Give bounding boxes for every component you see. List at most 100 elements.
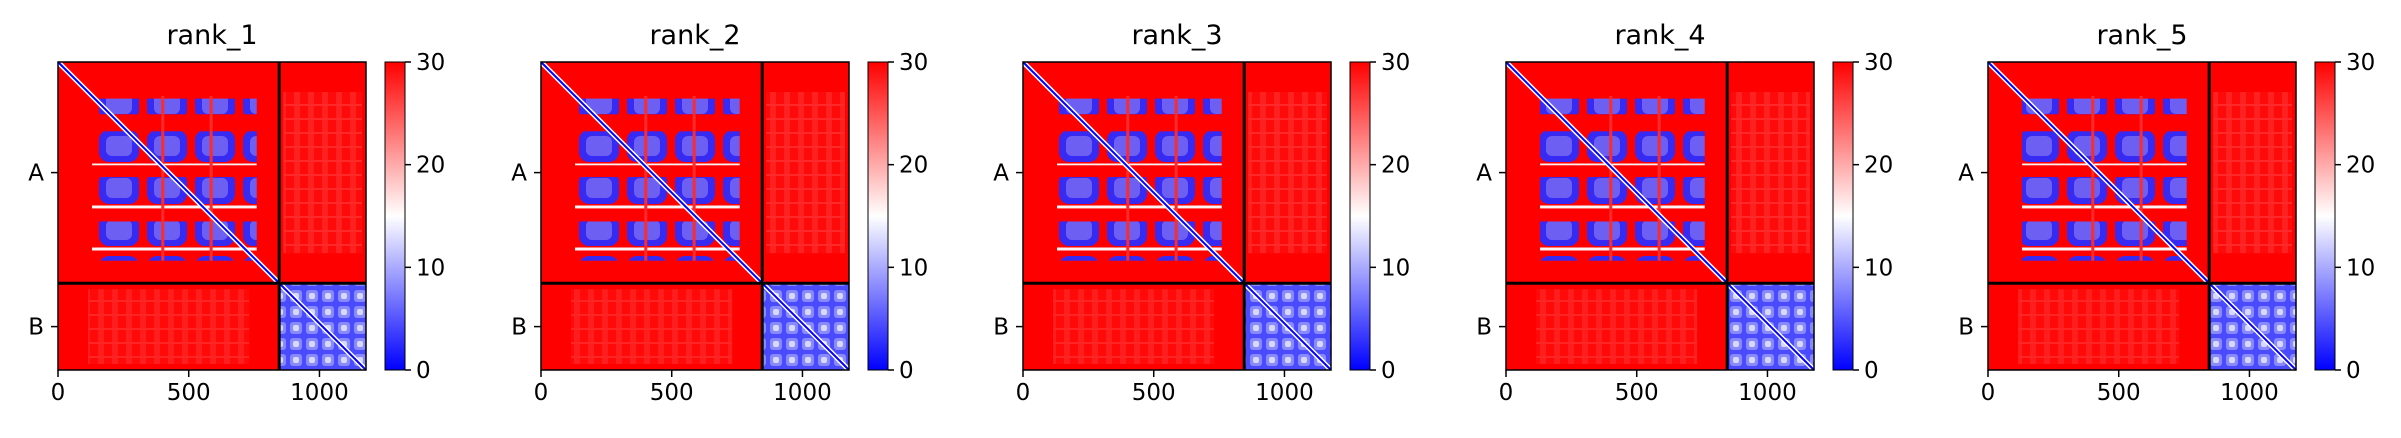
colorbar-tick-label: 30 bbox=[416, 50, 445, 76]
chain-a-domain-band bbox=[91, 221, 257, 261]
x-tick-label: 0 bbox=[51, 380, 66, 406]
chain-a-domain-band bbox=[91, 131, 257, 166]
plot-frame bbox=[1505, 61, 1815, 371]
domain-gap bbox=[1657, 95, 1661, 261]
x-tick-label: 500 bbox=[167, 380, 211, 406]
x-tick-label: 1000 bbox=[1255, 380, 1314, 406]
y-tick-label: B bbox=[993, 315, 1009, 341]
panel-title: rank_4 bbox=[1614, 20, 1705, 51]
domain-gap bbox=[692, 95, 696, 261]
colorbar-tick-label: 0 bbox=[2346, 358, 2361, 384]
colorbar-tick-label: 10 bbox=[899, 255, 928, 281]
panel-title: rank_1 bbox=[166, 20, 257, 51]
panel-title: rank_5 bbox=[2096, 20, 2187, 51]
chain-a-domain-band bbox=[1056, 131, 1222, 166]
colorbar-tick-label: 30 bbox=[1381, 50, 1410, 76]
x-tick-label: 500 bbox=[1615, 380, 1659, 406]
domain-gap bbox=[209, 95, 213, 261]
interchain-block-ab bbox=[1248, 92, 1327, 254]
chain-a-domain-band bbox=[2021, 221, 2187, 261]
panel-3: rank_3 0 500 1000 A B 0 10 20 30 bbox=[993, 20, 1410, 406]
colorbar bbox=[1349, 61, 1371, 371]
diagonal-line bbox=[57, 61, 367, 371]
chain-a-domain-band bbox=[1539, 221, 1705, 261]
y-tick-label: A bbox=[1958, 161, 1974, 187]
colorbar-tick-label: 20 bbox=[1381, 153, 1410, 179]
chain-a-domain-band bbox=[1056, 221, 1222, 261]
y-tick-label: A bbox=[1476, 161, 1492, 187]
colorbar-tick-label: 10 bbox=[416, 255, 445, 281]
panel-4: rank_4 0 500 1000 A B 0 10 20 30 bbox=[1476, 20, 1893, 406]
chain-a-domain-band bbox=[91, 98, 257, 115]
colorbar bbox=[1832, 61, 1854, 371]
colorbar-tick-label: 10 bbox=[1864, 255, 1893, 281]
domain-gap bbox=[644, 95, 648, 261]
domain-gap bbox=[161, 95, 165, 261]
diagonal-line bbox=[1022, 61, 1332, 371]
plot-frame bbox=[1022, 61, 1332, 371]
colorbar-tick-label: 0 bbox=[1381, 358, 1396, 384]
colorbar bbox=[384, 61, 406, 371]
interchain-block-ab bbox=[283, 92, 362, 254]
y-tick-label: A bbox=[993, 161, 1009, 187]
plot-frame bbox=[57, 61, 367, 371]
y-tick-label: B bbox=[28, 315, 44, 341]
domain-gap bbox=[1126, 95, 1130, 261]
chain-a-domain-band bbox=[574, 177, 740, 209]
interchain-block-ba bbox=[2018, 289, 2180, 364]
chain-a-domain-band bbox=[2021, 177, 2187, 209]
panel-title: rank_2 bbox=[649, 20, 740, 51]
interchain-block-ba bbox=[88, 289, 250, 364]
x-tick-label: 500 bbox=[2097, 380, 2141, 406]
colorbar-tick-label: 10 bbox=[1381, 255, 1410, 281]
panel-5: rank_5 0 500 1000 A B 0 10 20 30 bbox=[1958, 20, 2375, 406]
diagonal-line bbox=[540, 61, 850, 371]
chain-a-domain-band bbox=[2021, 131, 2187, 166]
diagonal-line bbox=[1987, 61, 2297, 371]
x-tick-label: 0 bbox=[534, 380, 549, 406]
colorbar-tick-label: 20 bbox=[899, 153, 928, 179]
chain-a-domain-band bbox=[1539, 131, 1705, 166]
chain-a-domain-band bbox=[91, 177, 257, 209]
colorbar-tick-label: 0 bbox=[416, 358, 431, 384]
y-tick-label: B bbox=[1958, 315, 1974, 341]
x-tick-label: 500 bbox=[650, 380, 694, 406]
x-tick-label: 1000 bbox=[773, 380, 832, 406]
colorbar-tick-label: 20 bbox=[1864, 153, 1893, 179]
colorbar bbox=[867, 61, 889, 371]
interchain-block-ab bbox=[1731, 92, 1810, 254]
chain-a-domain-band bbox=[574, 131, 740, 166]
colorbar bbox=[2314, 61, 2336, 371]
x-tick-label: 1000 bbox=[1738, 380, 1797, 406]
colorbar-tick-label: 30 bbox=[2346, 50, 2375, 76]
interchain-block-ab bbox=[766, 92, 845, 254]
colorbar-tick-label: 20 bbox=[2346, 153, 2375, 179]
chain-a-domain-band bbox=[574, 98, 740, 115]
chain-a-domain-band bbox=[2021, 98, 2187, 115]
interchain-block-ba bbox=[571, 289, 733, 364]
plot-frame bbox=[1987, 61, 2297, 371]
colorbar-tick-label: 0 bbox=[1864, 358, 1879, 384]
plot-frame bbox=[540, 61, 850, 371]
y-tick-label: A bbox=[28, 161, 44, 187]
interchain-block-ab bbox=[2213, 92, 2292, 254]
y-tick-label: A bbox=[511, 161, 527, 187]
panel-2: rank_2 0 500 1000 A B 0 10 20 30 bbox=[511, 20, 928, 406]
colorbar-tick-label: 30 bbox=[899, 50, 928, 76]
interchain-block-ba bbox=[1536, 289, 1698, 364]
chain-a-domain-band bbox=[574, 221, 740, 261]
x-tick-label: 1000 bbox=[2220, 380, 2279, 406]
interchain-block-ba bbox=[1053, 289, 1215, 364]
colorbar-tick-label: 0 bbox=[899, 358, 914, 384]
x-tick-label: 0 bbox=[1499, 380, 1514, 406]
chain-a-domain-band bbox=[1539, 98, 1705, 115]
panel-title: rank_3 bbox=[1131, 20, 1222, 51]
colorbar-tick-label: 30 bbox=[1864, 50, 1893, 76]
chain-a-domain-band bbox=[1056, 177, 1222, 209]
colorbar-tick-label: 20 bbox=[416, 153, 445, 179]
domain-gap bbox=[2091, 95, 2095, 261]
chain-a-domain-band bbox=[1056, 98, 1222, 115]
panel-1: rank_1 0 500 1000 A B 0 10 20 30 bbox=[28, 20, 445, 406]
domain-gap bbox=[1174, 95, 1178, 261]
